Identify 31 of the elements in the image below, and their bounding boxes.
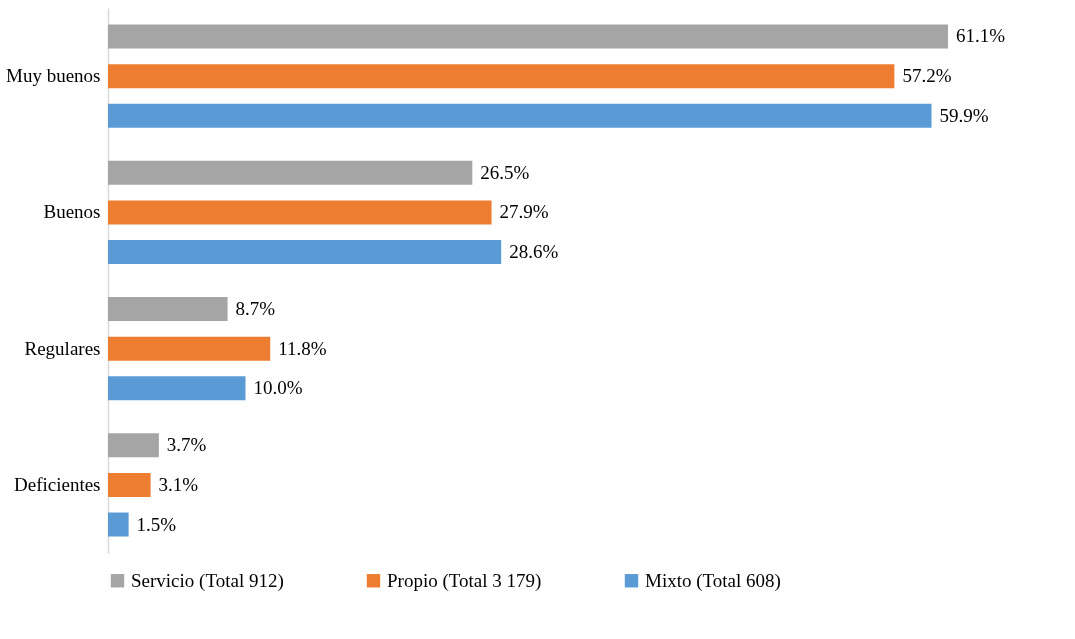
y-tick-label: Buenos [43,201,101,223]
bar [108,512,129,537]
bar [108,376,246,401]
bar [108,24,948,49]
data-label: 10.0% [253,377,303,399]
data-label: 57.2% [902,65,952,87]
legend-label: Servicio (Total 912) [131,569,284,592]
data-label: 28.6% [509,241,559,263]
bar [108,472,151,497]
data-label: 11.8% [278,337,327,359]
data-label: 26.5% [480,161,530,183]
data-label: 8.7% [235,297,276,319]
bar [108,103,932,128]
bar [108,160,473,185]
data-label: 3.7% [166,434,207,456]
y-tick-label: Muy buenos [6,65,101,87]
bar [108,296,228,321]
data-label: 61.1% [956,25,1006,47]
bar [108,200,492,225]
y-tick-label: Deficientes [13,473,101,495]
data-label: 3.1% [158,473,199,495]
bar [108,240,502,265]
data-label: 1.5% [136,513,177,535]
data-label: 27.9% [499,201,549,223]
bar [108,64,895,89]
legend-label: Mixto (Total 608) [645,569,781,592]
bar [108,336,271,361]
bar [108,433,159,458]
data-label: 59.9% [939,104,989,126]
y-tick-label: Regulares [24,337,101,359]
legend-label: Propio (Total 3 179) [387,569,542,592]
